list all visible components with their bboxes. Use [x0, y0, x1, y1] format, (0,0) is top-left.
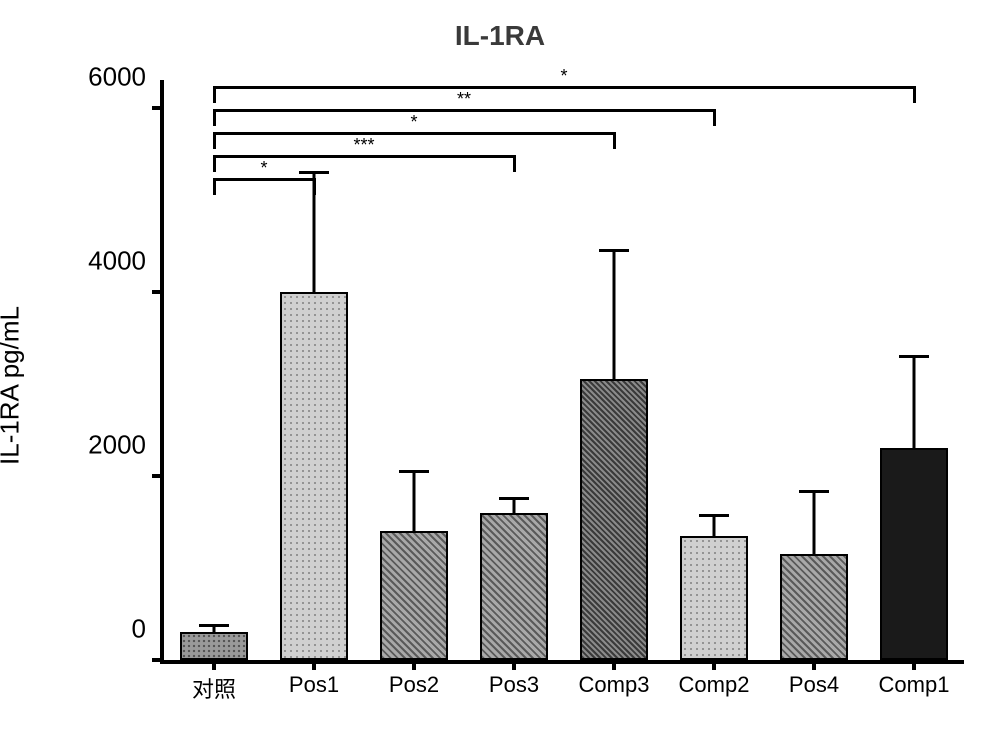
significance-drop: [613, 132, 616, 149]
significance-label: **: [457, 89, 471, 110]
significance-drop: [713, 109, 716, 126]
significance-label: *: [410, 112, 417, 133]
chart-title: IL-1RA: [20, 20, 980, 52]
bar: [680, 536, 748, 660]
x-tick: [412, 660, 416, 670]
error-cap: [499, 497, 529, 500]
error-cap: [399, 470, 429, 473]
x-tick: [612, 660, 616, 670]
plot-area: 0200040006000对照Pos1Pos2Pos3Comp3Comp2Pos…: [160, 80, 964, 664]
y-tick-label: 4000: [88, 245, 146, 276]
significance-drop: [213, 155, 216, 172]
x-tick: [312, 660, 316, 670]
x-tick: [712, 660, 716, 670]
significance-label: *: [260, 158, 267, 179]
significance-drop: [313, 178, 316, 195]
error-bar: [613, 250, 616, 379]
bar: [380, 531, 448, 660]
significance-drop: [213, 86, 216, 103]
bar: [580, 379, 648, 660]
x-tick: [212, 660, 216, 670]
bar: [880, 448, 948, 660]
significance-label: *: [560, 66, 567, 87]
significance-drop: [213, 132, 216, 149]
error-bar: [413, 471, 416, 531]
significance-drop: [213, 178, 216, 195]
bar: [180, 632, 248, 660]
y-tick: [152, 658, 164, 662]
error-bar: [913, 356, 916, 448]
x-tick-label: Pos2: [389, 672, 439, 698]
error-cap: [799, 490, 829, 493]
error-cap: [899, 355, 929, 358]
significance-drop: [513, 155, 516, 172]
x-tick-label: Comp1: [879, 672, 950, 698]
significance-drop: [213, 109, 216, 126]
x-tick-label: Pos1: [289, 672, 339, 698]
x-tick-label: 对照: [192, 672, 236, 704]
y-tick-label: 6000: [88, 61, 146, 92]
x-tick: [912, 660, 916, 670]
x-tick-label: Comp2: [679, 672, 750, 698]
error-cap: [599, 249, 629, 252]
bar: [280, 292, 348, 660]
x-tick-label: Pos4: [789, 672, 839, 698]
y-axis-label: IL-1RA pg/mL: [0, 306, 26, 465]
error-bar: [813, 492, 816, 555]
error-bar: [513, 499, 516, 513]
y-tick: [152, 474, 164, 478]
y-tick: [152, 106, 164, 110]
y-tick-label: 2000: [88, 429, 146, 460]
significance-drop: [913, 86, 916, 103]
error-bar: [713, 515, 716, 535]
error-cap: [699, 514, 729, 517]
x-tick: [812, 660, 816, 670]
significance-label: ***: [353, 135, 374, 156]
x-tick-label: Comp3: [579, 672, 650, 698]
y-tick-label: 0: [132, 614, 146, 645]
error-cap: [299, 171, 329, 174]
x-tick-label: Pos3: [489, 672, 539, 698]
x-tick: [512, 660, 516, 670]
error-cap: [199, 624, 229, 627]
bar: [480, 513, 548, 660]
chart-container: IL-1RA IL-1RA pg/mL 0200040006000对照Pos1P…: [20, 20, 980, 720]
y-tick: [152, 290, 164, 294]
bar: [780, 554, 848, 660]
